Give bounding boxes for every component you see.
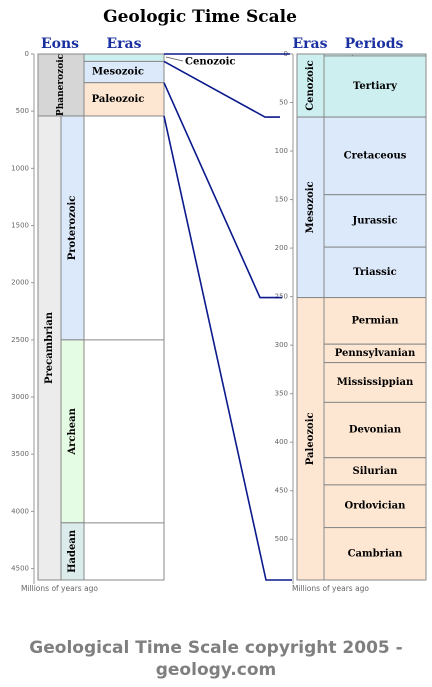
period-devonian xyxy=(323,401,427,459)
right-tick-label: 200 xyxy=(275,244,288,252)
left-tick-label: 2500 xyxy=(11,336,29,344)
right-tick-label: 100 xyxy=(275,147,288,155)
eon-label-phanerozoic: Phanerozoic xyxy=(56,53,66,116)
diagram-title: Geologic Time Scale xyxy=(103,7,297,27)
cenozoic-pointer-line xyxy=(165,56,184,62)
period-label-devonian: Devonian xyxy=(349,425,402,436)
period-label-triassic: Triassic xyxy=(353,267,396,278)
period-label-cretaceous: Cretaceous xyxy=(344,150,407,161)
period-label-mississippian: Mississippian xyxy=(337,377,414,388)
period-tertiary xyxy=(323,55,427,118)
left-tick-label: 500 xyxy=(16,107,29,115)
right-tick-label: 150 xyxy=(275,196,288,204)
right-era-paleozoic xyxy=(296,297,325,581)
left-tick-label: 3000 xyxy=(11,393,29,401)
left-eons-header: Eons xyxy=(41,36,79,52)
right-eras-header: Eras xyxy=(293,36,328,52)
left-tick-label: 4000 xyxy=(11,507,29,515)
eon-phanerozoic xyxy=(37,53,85,117)
right-era-label-mesozoic: Mesozoic xyxy=(305,181,316,233)
right-tick-label: 300 xyxy=(275,341,288,349)
left-axis-label: Millions of years ago xyxy=(21,584,98,593)
right-time-column: 050100150200250300350400450500CenozoicMe… xyxy=(275,50,427,584)
right-tick-label: 450 xyxy=(275,487,288,495)
eon-label-proterozoic: Proterozoic xyxy=(67,196,78,261)
right-tick-label: 500 xyxy=(275,535,288,543)
left-eras-header: Eras xyxy=(107,36,142,52)
left-tick-label: 4500 xyxy=(11,565,29,573)
right-tick-label: 50 xyxy=(279,99,288,107)
copyright-line-1: Geological Time Scale copyright 2005 - xyxy=(29,638,403,658)
left-tick-label: 1500 xyxy=(11,222,29,230)
zoom-connector-lines xyxy=(163,53,292,581)
right-tick-label: 350 xyxy=(275,390,288,398)
left-tick-label: 2000 xyxy=(11,279,29,287)
right-tick-label: 400 xyxy=(275,438,288,446)
left-tick-label: 3500 xyxy=(11,450,29,458)
right-tick-label: 250 xyxy=(275,293,288,301)
period-label-jurassic: Jurassic xyxy=(352,215,398,226)
period-label-cambrian: Cambrian xyxy=(348,548,404,559)
connector-cenozoic-mesozoic xyxy=(163,60,280,118)
supereon-label-precambrian: Precambrian xyxy=(44,311,55,384)
left-era-label-paleozoic: Paleozoic xyxy=(92,94,145,105)
copyright-line-2: geology.com xyxy=(155,660,277,680)
period-silurian xyxy=(323,457,427,486)
period-jurassic xyxy=(323,194,427,248)
left-era-column-frame xyxy=(83,53,165,581)
left-tick-label: 0 xyxy=(25,50,29,58)
right-axis-label: Millions of years ago xyxy=(292,584,369,593)
right-era-label-cenozoic: Cenozoic xyxy=(305,60,316,111)
period-cambrian xyxy=(323,527,427,581)
period-mississippian xyxy=(323,362,427,403)
connector-mesozoic-paleozoic xyxy=(163,82,282,299)
period-ordovician xyxy=(323,484,427,529)
left-era-paleozoic xyxy=(83,82,165,117)
left-era-cenozoic xyxy=(83,53,165,62)
period-label-tertiary: Tertiary xyxy=(353,81,398,92)
right-era-label-paleozoic: Paleozoic xyxy=(305,412,316,465)
period-label-silurian: Silurian xyxy=(353,466,399,477)
left-time-column: 0 500 1000 1500 2000 2500 3000 3500 4000 4500 Phan… xyxy=(11,50,236,584)
left-era-label-mesozoic: Mesozoic xyxy=(92,67,144,78)
eon-label-archean: Archean xyxy=(67,407,78,455)
period-label-pennsylvanian: Pennsylvanian xyxy=(335,348,416,359)
period-triassic xyxy=(323,246,427,299)
period-cretaceous xyxy=(323,116,427,196)
left-era-label-cenozoic: Cenozoic xyxy=(185,57,236,68)
connector-paleozoic-precambrian xyxy=(163,115,292,581)
eon-label-hadean: Hadean xyxy=(67,529,78,573)
period-label-permian: Permian xyxy=(351,315,399,326)
period-permian xyxy=(323,297,427,345)
period-label-ordovician: Ordovician xyxy=(345,501,407,512)
right-periods-header: Periods xyxy=(345,36,404,52)
left-tick-label: 1000 xyxy=(11,164,29,172)
right-era-cenozoic xyxy=(296,53,325,118)
